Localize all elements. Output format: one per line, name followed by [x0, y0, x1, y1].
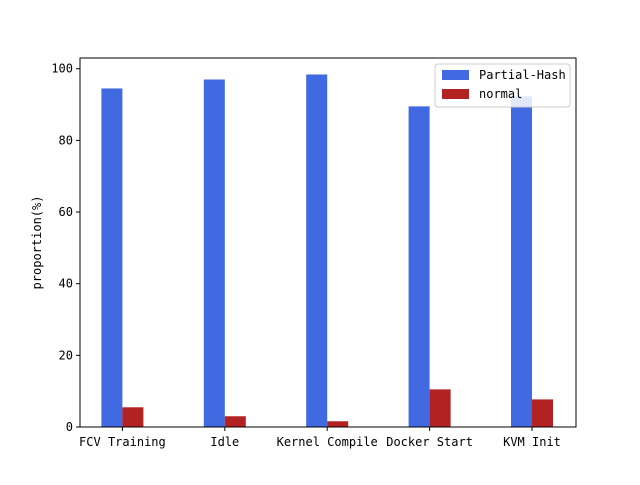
- bar-normal-4: [532, 399, 553, 427]
- y-axis-label: proportion(%): [30, 196, 44, 290]
- bar-partial-hash-4: [511, 96, 532, 427]
- x-tick-label: Kernel Compile: [277, 435, 378, 449]
- legend-swatch-normal: [442, 89, 469, 99]
- y-tick-label: 0: [66, 420, 73, 434]
- bar-partial-hash-0: [101, 88, 123, 428]
- y-tick-label: 100: [51, 62, 73, 76]
- bar-normal-2: [327, 421, 349, 427]
- y-tick-label: 40: [59, 277, 73, 291]
- y-axis: 0 20 40 60 80 100: [51, 62, 80, 434]
- legend-swatch-partial-hash: [442, 70, 469, 80]
- bars-layer: [101, 74, 553, 428]
- x-tick-label: Docker Start: [386, 435, 473, 449]
- bar-normal-1: [224, 416, 246, 427]
- x-tick-label: FCV Training: [79, 435, 166, 449]
- bar-normal-3: [429, 389, 451, 427]
- bar-normal-0: [122, 407, 144, 427]
- y-tick-label: 20: [59, 348, 73, 362]
- legend-label-normal: normal: [479, 87, 522, 101]
- x-tick-label: Idle: [210, 435, 239, 449]
- bar-partial-hash-2: [306, 74, 328, 427]
- legend-label-partial-hash: Partial-Hash: [479, 68, 566, 82]
- legend: Partial-Hash normal: [434, 63, 571, 108]
- x-tick-label: KVM Init: [503, 435, 561, 449]
- bar-partial-hash-1: [203, 79, 225, 427]
- bar-partial-hash-3: [408, 106, 430, 427]
- y-tick-label: 80: [59, 133, 73, 147]
- y-tick-label: 60: [59, 205, 73, 219]
- x-axis: FCV Training Idle Kernel Compile Docker Sta…: [79, 427, 561, 449]
- plot-frame: [79, 57, 577, 428]
